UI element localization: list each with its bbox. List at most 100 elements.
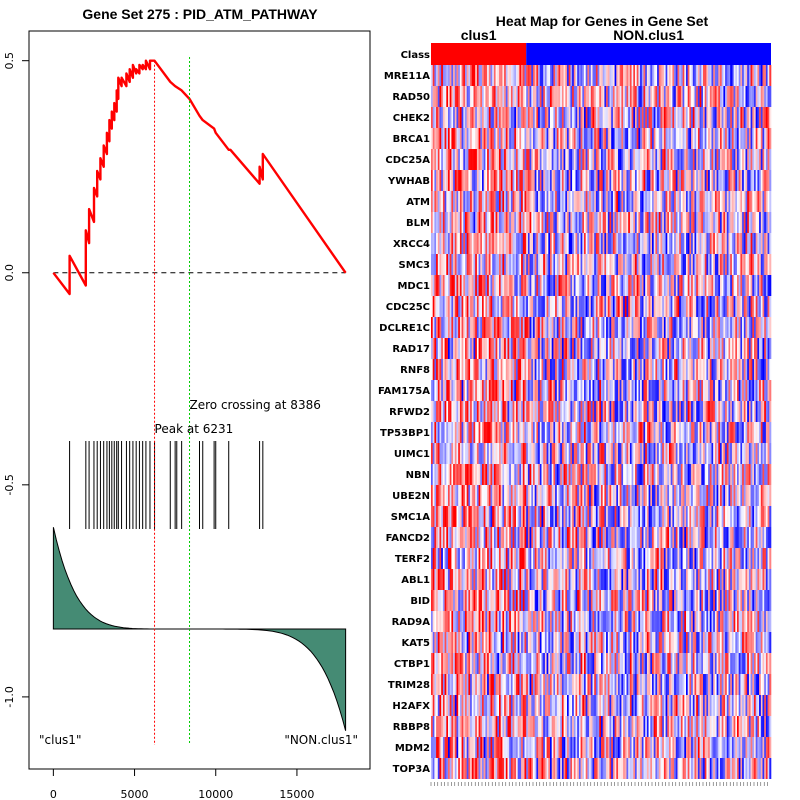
heatmap-cell bbox=[514, 338, 517, 359]
heatmap-cell bbox=[636, 296, 639, 317]
heatmap-cell bbox=[621, 443, 624, 464]
heatmap-cell bbox=[628, 170, 631, 191]
heatmap-cell bbox=[611, 380, 614, 401]
heatmap-cell bbox=[641, 191, 644, 212]
heatmap-cell bbox=[612, 527, 615, 548]
heatmap-cell bbox=[643, 422, 646, 443]
heatmap-cell bbox=[748, 65, 751, 86]
heatmap-cell bbox=[548, 485, 551, 506]
heatmap-cell bbox=[521, 380, 524, 401]
heatmap-cell bbox=[449, 170, 452, 191]
heatmap-cell bbox=[616, 254, 619, 275]
heatmap-cell bbox=[701, 443, 704, 464]
heatmap-cell bbox=[699, 359, 702, 380]
heatmap-cell bbox=[492, 191, 495, 212]
heatmap-cell bbox=[563, 359, 566, 380]
heatmap-cell bbox=[512, 548, 515, 569]
heatmap-cell bbox=[629, 275, 632, 296]
heatmap-cell bbox=[544, 506, 547, 527]
heatmap-cell bbox=[560, 65, 563, 86]
heatmap-cell bbox=[747, 485, 750, 506]
heatmap-cell bbox=[720, 191, 722, 212]
heatmap-cell bbox=[543, 359, 546, 380]
heatmap-cell bbox=[536, 107, 539, 128]
heatmap-cell bbox=[611, 170, 614, 191]
heatmap-cell bbox=[631, 401, 634, 422]
heatmap-cell bbox=[454, 212, 457, 233]
heatmap-cell bbox=[570, 296, 573, 317]
heatmap-cell bbox=[548, 380, 551, 401]
heatmap-cell bbox=[730, 548, 733, 569]
heatmap-cell bbox=[626, 233, 629, 254]
heatmap-cell bbox=[509, 275, 512, 296]
heatmap-cell bbox=[601, 548, 603, 569]
heatmap-cell bbox=[504, 527, 507, 548]
heatmap-cell bbox=[466, 464, 469, 485]
heatmap-cell bbox=[633, 254, 636, 275]
heatmap-cell bbox=[499, 275, 501, 296]
heatmap-cell bbox=[643, 317, 646, 338]
heatmap-cell bbox=[555, 527, 558, 548]
heatmap-cell bbox=[655, 191, 658, 212]
heatmap-cell bbox=[754, 464, 756, 485]
heatmap-cell bbox=[696, 338, 699, 359]
heatmap-cell bbox=[492, 359, 495, 380]
heatmap-cell bbox=[500, 527, 503, 548]
heatmap-cell bbox=[757, 191, 760, 212]
heatmap-cell bbox=[529, 380, 532, 401]
heatmap-cell bbox=[733, 317, 736, 338]
heatmap-cell bbox=[704, 65, 707, 86]
heatmap-cell bbox=[621, 191, 624, 212]
heatmap-cell bbox=[762, 128, 765, 149]
heatmap-cell bbox=[718, 170, 721, 191]
heatmap-cell bbox=[453, 170, 456, 191]
heatmap-cell bbox=[453, 86, 456, 107]
heatmap-cell bbox=[550, 254, 552, 275]
heatmap-cell bbox=[487, 233, 490, 254]
heatmap-cell bbox=[466, 317, 469, 338]
heatmap-cell bbox=[449, 569, 452, 590]
heatmap-cell bbox=[441, 548, 444, 569]
heatmap-cell bbox=[509, 254, 512, 275]
heatmap-cell bbox=[551, 401, 554, 422]
heatmap-cell bbox=[699, 233, 702, 254]
heatmap-cell bbox=[720, 527, 722, 548]
heatmap-cell bbox=[645, 212, 648, 233]
heatmap-cell bbox=[466, 170, 469, 191]
heatmap-cell bbox=[534, 401, 537, 422]
heatmap-cell bbox=[699, 296, 702, 317]
heatmap-cell bbox=[589, 485, 592, 506]
heatmap-cell bbox=[708, 485, 711, 506]
heatmap-cell bbox=[697, 212, 700, 233]
heatmap-cell bbox=[570, 212, 573, 233]
heatmap-cell bbox=[434, 233, 437, 254]
heatmap-cell bbox=[436, 233, 439, 254]
heatmap-cell bbox=[470, 380, 473, 401]
heatmap-cell bbox=[635, 422, 637, 443]
heatmap-row bbox=[431, 212, 772, 233]
heatmap-cell bbox=[713, 443, 716, 464]
heatmap-cell bbox=[713, 359, 716, 380]
heatmap-cell bbox=[499, 65, 501, 86]
heatmap-cell bbox=[716, 191, 719, 212]
heatmap-cell bbox=[759, 170, 762, 191]
heatmap-cell bbox=[635, 443, 637, 464]
heatmap-cell bbox=[517, 527, 520, 548]
heatmap-cell bbox=[640, 149, 643, 170]
heatmap-cell bbox=[529, 107, 532, 128]
heatmap-cell bbox=[626, 296, 629, 317]
heatmap-cell bbox=[436, 401, 439, 422]
heatmap-cell bbox=[573, 65, 576, 86]
heatmap-cell bbox=[692, 359, 695, 380]
heatmap-cell bbox=[670, 275, 673, 296]
heatmap-cell bbox=[696, 359, 699, 380]
heatmap-cell bbox=[699, 107, 702, 128]
heatmap-cell bbox=[740, 317, 743, 338]
heatmap-cell bbox=[641, 464, 644, 485]
heatmap-cell bbox=[584, 380, 586, 401]
heatmap-cell bbox=[643, 443, 646, 464]
heatmap-cell bbox=[561, 65, 564, 86]
heatmap-cell bbox=[555, 65, 558, 86]
heatmap-cell bbox=[633, 317, 636, 338]
left-group-label: "clus1" bbox=[39, 733, 81, 747]
